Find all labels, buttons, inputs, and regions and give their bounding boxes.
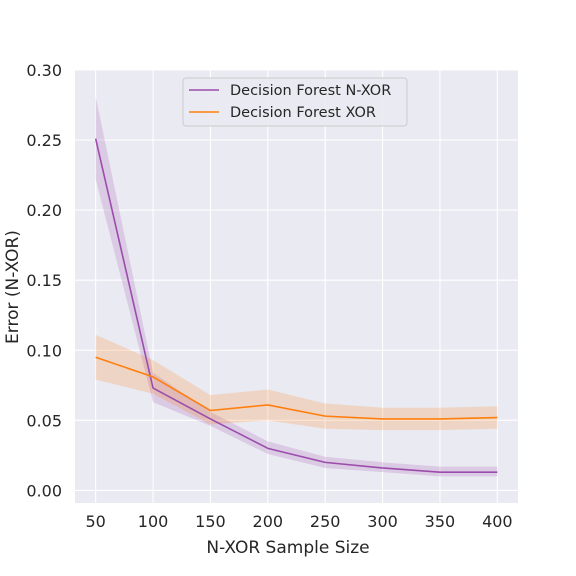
x-tick-label: 150 <box>195 512 226 531</box>
series-line <box>95 356 498 420</box>
x-tick-label: 400 <box>482 512 513 531</box>
x-tick-label: 200 <box>253 512 284 531</box>
legend-label: Decision Forest N-XOR <box>230 83 391 99</box>
x-tick-label: 300 <box>367 512 398 531</box>
x-tick-label: 100 <box>138 512 169 531</box>
x-tick-label: 50 <box>85 512 105 531</box>
y-tick-label: 0.00 <box>26 481 62 500</box>
confidence-bands <box>95 96 498 477</box>
y-tick-label: 0.20 <box>26 201 62 220</box>
y-tick-labels: 0.00 0.05 0.10 0.15 0.20 0.25 0.30 <box>26 61 62 500</box>
x-axis-label: N-XOR Sample Size <box>206 538 369 558</box>
series-line <box>94 138 498 473</box>
x-tick-labels: 50 100 150 200 250 300 350 400 <box>85 512 512 531</box>
x-tick-label: 250 <box>310 512 341 531</box>
legend: Decision Forest N-XOR Decision Forest XOR <box>182 77 408 127</box>
confidence-band <box>95 334 498 431</box>
series-lines <box>94 138 498 473</box>
legend-box <box>182 77 408 127</box>
legend-label: Decision Forest XOR <box>230 105 376 121</box>
plot-area <box>75 70 518 503</box>
x-tick-label: 350 <box>425 512 456 531</box>
y-tick-label: 0.30 <box>26 61 62 80</box>
y-tick-label: 0.10 <box>26 341 62 360</box>
y-axis-label: Error (N-XOR) <box>3 230 23 344</box>
y-tick-label: 0.25 <box>26 131 62 150</box>
grid <box>75 69 518 503</box>
y-tick-label: 0.05 <box>26 411 62 430</box>
y-tick-label: 0.15 <box>26 271 62 290</box>
